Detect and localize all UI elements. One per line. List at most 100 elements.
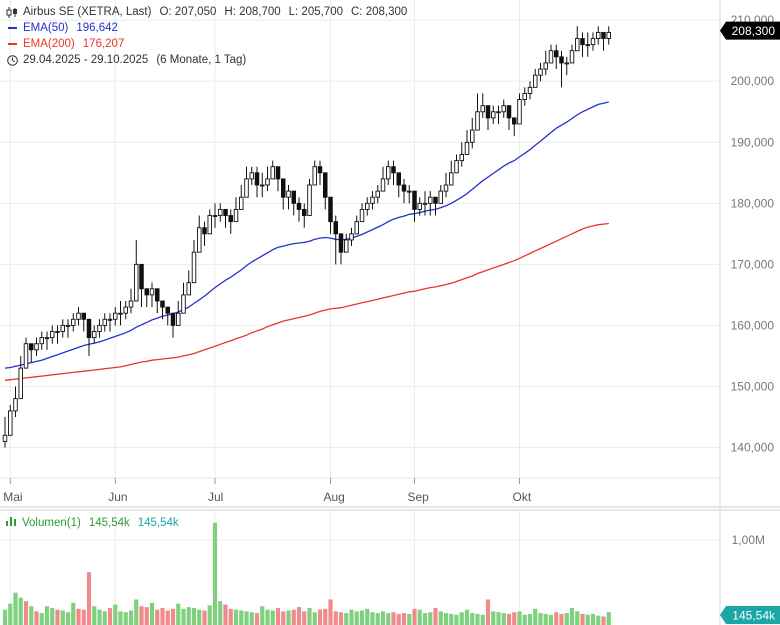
candle-body (475, 111, 480, 131)
candle (569, 44, 575, 64)
candle-body (512, 117, 517, 125)
legend-ema50-row[interactable]: EMA(50) 196,642 (6, 20, 407, 36)
volume-bar (97, 609, 102, 625)
volume-bar (23, 601, 29, 625)
volume-bar (155, 609, 160, 625)
candle (170, 312, 176, 338)
volume-bar (249, 612, 254, 625)
candle-body (191, 251, 197, 284)
volume-bar (412, 608, 417, 625)
candle-body (286, 190, 291, 198)
volume-tick-label: 1,00M (732, 533, 765, 547)
candle (601, 31, 606, 51)
candle (139, 263, 144, 308)
candle (407, 185, 412, 204)
candle (7, 404, 13, 436)
volume-bar (359, 610, 365, 625)
candle (265, 166, 270, 192)
legend-ema200-row[interactable]: EMA(200) 176,207 (6, 36, 407, 52)
candle (212, 203, 218, 228)
volume-bar (207, 605, 212, 625)
candle-body (333, 221, 339, 235)
candle (543, 50, 549, 76)
candle (454, 154, 459, 174)
volume-bar (569, 607, 575, 625)
candle-body (554, 50, 559, 58)
candle (485, 105, 491, 131)
candle (254, 166, 260, 198)
candle (496, 105, 501, 124)
volume-bar (202, 610, 207, 625)
volume-bar (118, 611, 123, 625)
volume-bar (39, 613, 44, 625)
candle-body (238, 196, 244, 210)
volume-bar (76, 608, 81, 625)
value-badges: 208,300 145,54k (720, 21, 780, 624)
volume-bar (218, 601, 223, 625)
candle (344, 233, 349, 253)
candle (443, 172, 449, 198)
candle-body (459, 154, 465, 162)
candle-body (386, 166, 391, 180)
volume-bar (501, 613, 506, 625)
candle (365, 197, 370, 216)
price-tick-label: 140,000 (731, 440, 775, 454)
ema50-value: 196,642 (76, 22, 118, 34)
candle (13, 386, 18, 417)
volume-value-1: 145,54k (88, 516, 130, 529)
candle (401, 178, 407, 204)
candle (154, 288, 160, 314)
candle (260, 172, 265, 198)
candle (501, 99, 507, 118)
volume-bar (449, 613, 454, 625)
candle (433, 196, 438, 216)
candle (475, 93, 480, 131)
time-tick-label: Mai (3, 490, 22, 504)
volume-bar (590, 613, 596, 625)
candle (338, 233, 344, 265)
candle-body (265, 178, 270, 186)
candle (370, 191, 375, 210)
candle-body (175, 312, 181, 326)
volume-bar (443, 613, 449, 625)
candle-body (181, 294, 186, 314)
volume-bar (538, 613, 543, 625)
volume-bar (396, 613, 401, 625)
time-tick-label: Jul (208, 490, 223, 504)
candle (512, 117, 517, 137)
candle-body (470, 129, 475, 143)
candle-body (354, 221, 360, 235)
volume-bar (128, 610, 134, 625)
volume-bar (407, 613, 412, 625)
candle-body (606, 31, 612, 39)
open-value: O: 207,050 (159, 6, 217, 18)
candle-body (375, 190, 381, 198)
ema50-swatch-icon (6, 27, 18, 29)
candle (307, 178, 312, 216)
candle (359, 203, 365, 223)
candle-body (307, 184, 312, 216)
candle-body (91, 331, 97, 339)
candle (470, 117, 475, 149)
candle-body (18, 367, 24, 400)
ema200-label: EMA(200) (23, 38, 75, 50)
clock-icon (6, 54, 18, 66)
candle (91, 325, 97, 344)
candle (302, 203, 307, 228)
candle (459, 142, 465, 167)
volume-bar (233, 609, 239, 625)
candle (559, 50, 564, 88)
ema50-path (4, 101, 609, 369)
candle (128, 288, 134, 314)
volume-bar (485, 599, 491, 625)
volume-bar (270, 610, 275, 625)
volume-bar (433, 607, 438, 625)
legend-ohlc-row: Airbus SE (XETRA, Last) O: 207,050 H: 20… (6, 4, 407, 20)
candle (165, 306, 170, 326)
volume-bar (60, 610, 65, 625)
ema50-line (4, 101, 609, 369)
candle (175, 300, 181, 326)
candle (438, 185, 444, 204)
volume-bar (181, 608, 186, 625)
